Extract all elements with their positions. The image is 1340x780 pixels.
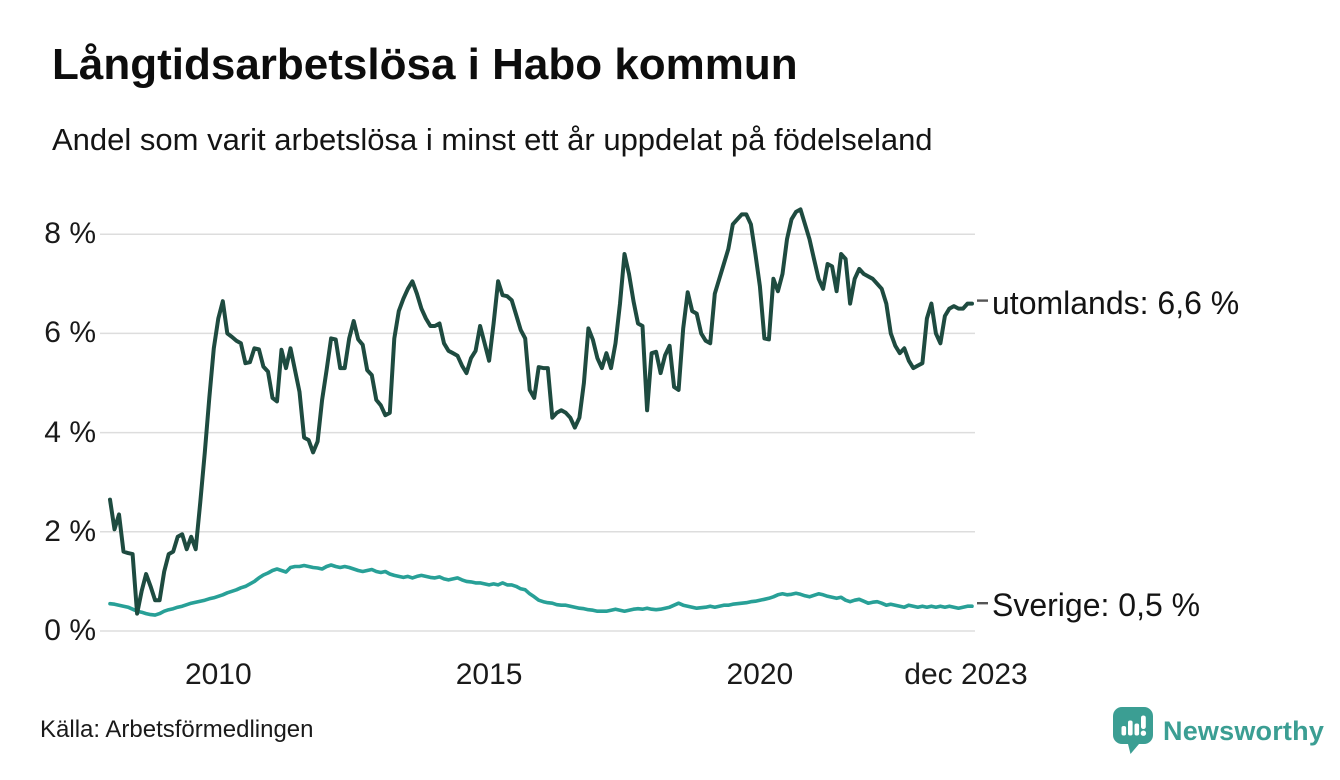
y-axis-tick-6: 6 % xyxy=(44,316,96,350)
y-axis-tick-8: 8 % xyxy=(44,217,96,251)
newsworthy-logo-text: Newsworthy xyxy=(1163,715,1325,746)
x-axis-tick-2010: 2010 xyxy=(184,658,252,691)
page-title: Långtidsarbetslösa i Habo kommun xyxy=(52,40,798,89)
chart-subtitle: Andel som varit arbetslösa i minst ett å… xyxy=(52,122,933,157)
x-axis-tick-2020: 2020 xyxy=(726,658,794,691)
y-axis-tick-2: 2 % xyxy=(44,514,96,548)
x-axis-tick-dec-2023: dec 2023 xyxy=(904,658,1028,691)
legend-label-utomlands: utomlands: 6,6 % xyxy=(992,284,1240,321)
gridlines xyxy=(100,233,975,632)
y-axis-tick-4: 4 % xyxy=(44,415,96,449)
series-line-sverige xyxy=(108,563,974,617)
y-axis-tick-0: 0 % xyxy=(44,614,96,647)
legend-label-sverige: Sverige: 0,5 % xyxy=(992,587,1201,624)
newsworthy-logo: Newsworthy xyxy=(1113,706,1324,756)
x-axis-tick-2015: 2015 xyxy=(455,658,523,691)
source-note: Källa: Arbetsförmedlingen xyxy=(40,716,314,743)
newsworthy-logo-icon xyxy=(1113,707,1153,754)
series-line-utomlands xyxy=(108,207,974,616)
